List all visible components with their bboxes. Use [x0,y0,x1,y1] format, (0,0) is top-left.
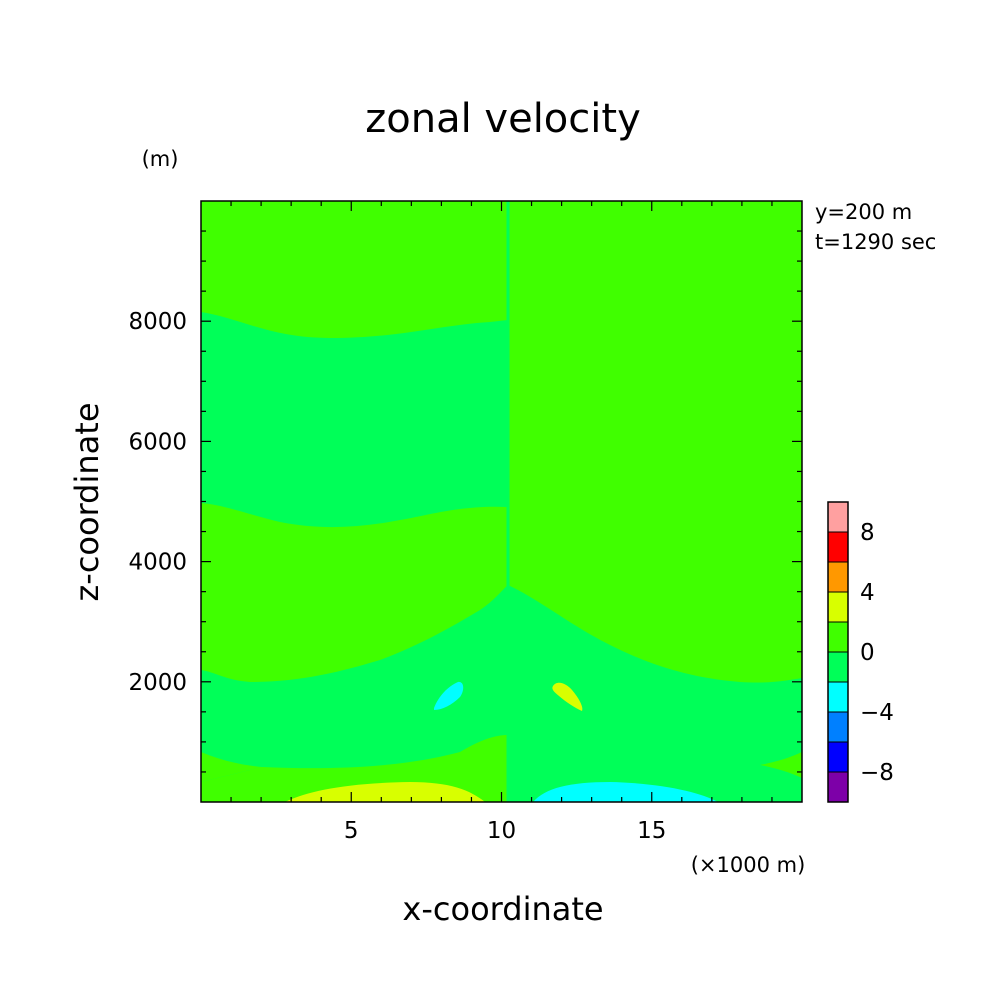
y-tick-label: 8000 [128,309,187,335]
colorbar-swatch [827,681,849,713]
colorbar-tick-label: 4 [860,580,875,606]
y-tick-label: 4000 [128,550,187,576]
colorbar-swatch [827,531,849,563]
negative-jet-cyan [533,782,718,802]
colorbar-swatch [827,591,849,623]
x-tick-label: 15 [637,818,666,844]
y-unit-note: (m) [142,147,179,171]
x-unit-note: (×1000 m) [691,853,806,877]
colorbar-tick-label: 8 [860,520,875,546]
colorbar-swatch [827,771,849,803]
colorbar-tick-label: −8 [860,760,894,786]
x-axis-label: x-coordinate [402,890,603,928]
contour-field [201,201,802,802]
colorbar-swatch [827,651,849,683]
y-tick-label: 2000 [128,670,187,696]
chart-title: zonal velocity [365,96,641,142]
colorbar-swatch [827,621,849,653]
positive-jet-yellow [285,782,485,802]
colorbar-swatch [827,711,849,743]
colorbar-swatch [827,741,849,773]
colorbar-tick-label: 0 [860,640,875,666]
annotation-t: t=1290 sec [815,230,936,254]
x-tick-label: 5 [344,818,359,844]
positive-blob-yellow [552,682,583,711]
axis-tick-labels: 5 10 15 2000 4000 6000 8000 [128,309,666,844]
contour-band-surface-right-2 [760,752,802,778]
y-axis-label: z-coordinate [68,402,106,601]
annotation-y: y=200 m [815,200,912,224]
colorbar: −8 −4 0 4 8 [827,501,894,803]
x-tick-label: 10 [487,818,516,844]
colorbar-tick-label: −4 [860,700,894,726]
contour-band-lower-left [201,585,508,802]
contour-band-lower-right [508,585,802,802]
colorbar-swatch [827,501,849,533]
contour-band-surface-left [201,752,262,782]
negative-blob-cyan [434,681,464,710]
colorbar-frame [827,501,849,803]
y-tick-label: 6000 [128,429,187,455]
contour-band-upper [201,312,508,528]
axis-ticks [201,201,802,802]
colorbar-swatch [827,561,849,593]
contour-band-upper-right [508,201,802,337]
